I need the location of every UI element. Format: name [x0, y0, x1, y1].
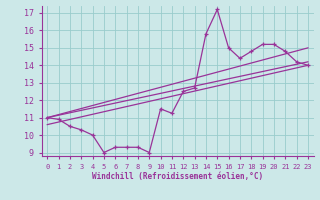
X-axis label: Windchill (Refroidissement éolien,°C): Windchill (Refroidissement éolien,°C) — [92, 172, 263, 181]
